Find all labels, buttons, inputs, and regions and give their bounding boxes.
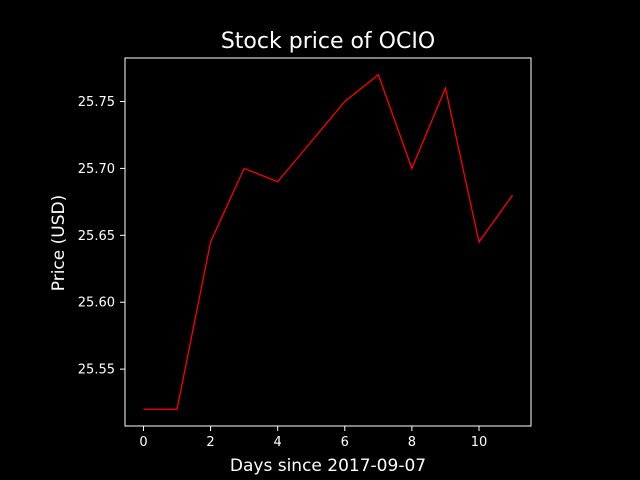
y-tick-label: 25.70 — [78, 162, 115, 177]
y-tick-label: 25.65 — [78, 229, 115, 244]
chart-title: Stock price of OCIO — [221, 29, 435, 54]
x-tick-label: 0 — [139, 435, 147, 450]
y-tick-label: 25.55 — [78, 363, 115, 378]
x-tick-label: 6 — [341, 435, 349, 450]
x-tick-label: 4 — [274, 435, 282, 450]
plot-area: 0 2 4 6 8 10 25.55 25.60 25.65 25.70 25.75 — [78, 57, 532, 450]
x-tick-label: 10 — [471, 435, 488, 450]
x-tick-label: 8 — [408, 435, 416, 450]
y-tick-label: 25.60 — [78, 296, 115, 311]
axes-frame — [124, 57, 532, 427]
x-tick-label: 2 — [206, 435, 214, 450]
y-axis-label: Price (USD) — [49, 195, 69, 291]
y-tick-label: 25.75 — [78, 95, 115, 110]
price-series-line — [143, 73, 514, 410]
x-axis-label: Days since 2017-09-07 — [230, 456, 426, 476]
